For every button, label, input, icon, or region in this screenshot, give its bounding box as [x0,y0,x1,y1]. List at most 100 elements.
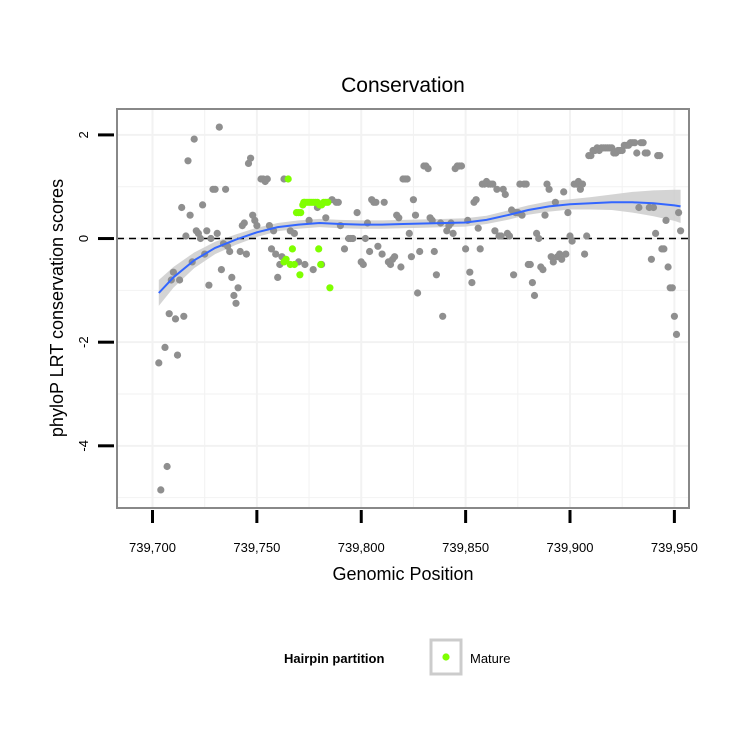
point-other [407,253,415,261]
point-other [217,266,225,274]
point-other [199,201,207,209]
point-other [468,279,476,287]
point-other [670,312,679,320]
point-other [424,165,432,173]
point-other [539,266,547,274]
point-other [267,245,276,253]
plot-area [116,108,690,509]
point-other [449,229,457,237]
point-other [639,139,647,147]
point-other [180,312,188,320]
point-other [668,284,676,292]
legend-title: Hairpin partition [284,651,384,666]
point-other [633,149,641,157]
point-other [378,250,386,258]
point-mature [317,260,325,269]
legend-label-mature: Mature [470,651,510,666]
x-tick-label: 739,750 [233,540,280,555]
point-other [541,211,549,219]
x-axis: 739,700 739,750 739,800 739,850 739,900 739,9… [129,510,698,555]
point-other [240,219,248,227]
y-tick-label: 0 [76,235,91,242]
point-other [430,247,438,256]
point-other [397,263,405,271]
point-other [263,175,271,183]
plot-border [116,108,690,509]
x-tick-label: 739,800 [338,540,385,555]
point-other [322,214,330,222]
point-other [171,315,180,323]
point-other [476,245,484,253]
point-other [568,237,576,245]
point-other [234,284,242,292]
point-other [203,227,211,235]
point-other [213,229,221,237]
grid-lines [117,109,689,508]
point-other [631,139,639,147]
point-other [530,291,539,300]
point-other [340,245,349,253]
chart-title: Conservation [341,74,465,97]
y-tick-label: -2 [76,336,91,348]
point-other [560,188,568,196]
point-mature [297,209,305,217]
point-other [230,291,238,300]
point-other [380,198,388,206]
point-other [497,232,505,240]
point-other [184,157,192,165]
point-other [411,211,420,219]
point-other [564,209,572,217]
point-other [176,276,184,284]
point-other [457,162,466,170]
point-other [493,185,501,193]
point-other [196,234,205,243]
point-other [374,242,382,250]
point-other [372,198,380,206]
point-mature [315,245,323,253]
point-other [545,185,553,193]
point-other [409,196,417,204]
point-other [361,234,369,243]
point-other [656,152,664,160]
point-other [349,234,357,243]
point-other [226,247,234,256]
point-other [677,227,685,235]
point-other [403,175,411,183]
point-other [474,224,482,232]
point-other [186,211,194,219]
point-other [526,260,534,269]
point-other [157,486,165,494]
point-other [675,209,683,217]
point-other [222,185,230,193]
point-other [432,271,440,279]
x-tick-label: 739,850 [442,540,489,555]
point-mature [284,175,292,183]
point-other [652,229,660,237]
point-other [672,330,681,338]
point-other [395,214,403,222]
point-other [558,255,566,263]
smooth-trend-line [158,201,681,294]
point-other [660,245,668,253]
point-other [190,135,198,143]
point-other [253,222,261,230]
point-other [155,359,163,367]
point-other [232,299,240,307]
point-other [163,462,171,471]
point-other [647,255,656,263]
point-other [505,232,514,240]
point-other [334,198,342,206]
x-tick-label: 739,700 [129,540,176,555]
point-other [583,232,591,240]
y-tick-label: 2 [76,131,91,138]
point-other [472,196,480,204]
point-other [522,180,530,188]
point-other [265,222,273,230]
point-other [491,227,499,235]
point-other [635,203,643,212]
point-other [489,180,497,188]
point-other [551,198,560,206]
point-mature [290,260,298,269]
point-other [549,258,557,266]
